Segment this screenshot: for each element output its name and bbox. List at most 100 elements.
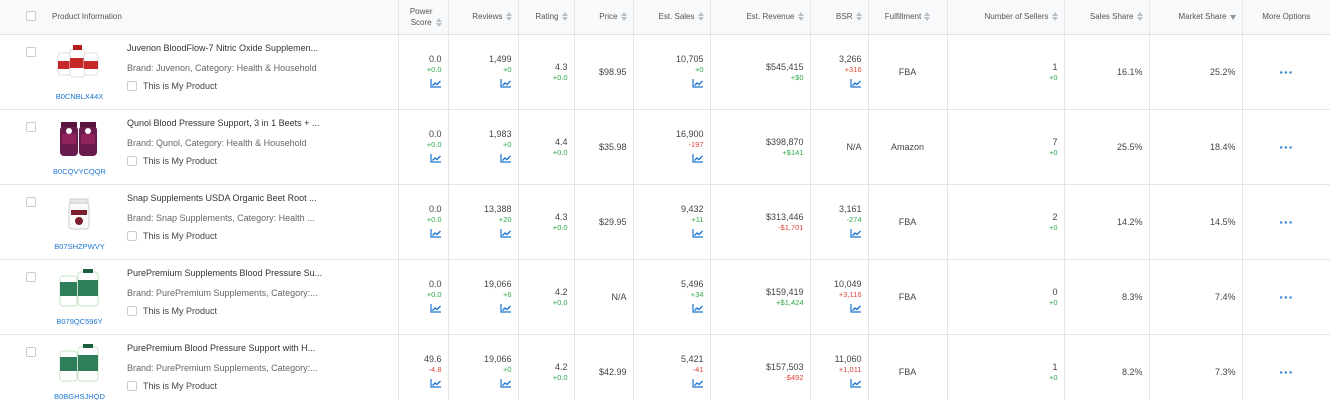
trend-chart-icon[interactable] <box>691 154 704 163</box>
power-score-value: 0.0 <box>428 129 442 139</box>
sort-icon[interactable] <box>561 12 568 22</box>
asin-link[interactable]: B07SHZPWVY <box>54 241 105 251</box>
more-options-icon[interactable]: ··· <box>1279 138 1294 155</box>
col-reviews[interactable]: Reviews <box>448 0 519 35</box>
my-product-checkbox[interactable] <box>127 155 137 166</box>
rating-delta: +0.0 <box>552 72 568 82</box>
row-checkbox[interactable] <box>26 346 36 357</box>
product-title[interactable]: Snap Supplements USDA Organic Beet Root … <box>127 192 317 203</box>
sellers-cell: 1 +0 <box>947 334 1065 400</box>
more-options-cell: ··· <box>1242 334 1330 400</box>
rating-cell: 4.2 +0.0 <box>518 259 575 334</box>
row-checkbox[interactable] <box>26 121 36 132</box>
est-sales-value: 9,432 <box>680 204 704 214</box>
col-est-revenue[interactable]: Est. Revenue <box>710 0 811 35</box>
trend-chart-icon[interactable] <box>499 154 512 163</box>
row-checkbox[interactable] <box>26 196 36 207</box>
trend-chart-icon[interactable] <box>849 379 862 388</box>
trend-chart-icon[interactable] <box>849 79 862 88</box>
green-bottles-icon[interactable] <box>56 268 102 314</box>
col-sales-share[interactable]: Sales Share <box>1064 0 1150 35</box>
my-product-toggle[interactable]: This is My Product <box>127 305 394 316</box>
bsr-delta: +316 <box>844 65 862 74</box>
my-product-toggle[interactable]: This is My Product <box>127 230 394 241</box>
product-title[interactable]: PurePremium Supplements Blood Pressure S… <box>127 267 323 278</box>
fulfillment-cell: Amazon <box>868 109 948 184</box>
sort-icon[interactable] <box>855 12 862 22</box>
red-white-bottles-icon[interactable] <box>56 43 102 89</box>
my-product-toggle[interactable]: This is My Product <box>127 380 394 391</box>
asin-link[interactable]: B079QC596Y <box>56 316 103 326</box>
product-title[interactable]: Qunol Blood Pressure Support, 3 in 1 Bee… <box>127 117 320 128</box>
power-score-cell: 0.0 +0.0 <box>398 259 449 334</box>
more-options-icon[interactable]: ··· <box>1279 363 1294 380</box>
col-rating[interactable]: Rating <box>518 0 575 35</box>
my-product-toggle[interactable]: This is My Product <box>127 80 394 91</box>
trend-chart-icon[interactable] <box>691 229 704 238</box>
product-title[interactable]: Juvenon BloodFlow-7 Nitric Oxide Supplem… <box>127 42 319 53</box>
sort-icon[interactable] <box>697 12 704 22</box>
sort-icon[interactable] <box>620 12 627 22</box>
trend-chart-icon[interactable] <box>429 154 442 163</box>
trend-chart-icon[interactable] <box>429 229 442 238</box>
trend-chart-icon[interactable] <box>429 304 442 313</box>
table-row: B07SHZPWVY Snap Supplements USDA Organic… <box>0 184 1330 259</box>
trend-chart-icon[interactable] <box>691 79 704 88</box>
white-jar-icon[interactable] <box>56 193 102 239</box>
more-options-icon[interactable]: ··· <box>1279 288 1294 305</box>
sort-icon[interactable] <box>1051 12 1058 22</box>
trend-chart-icon[interactable] <box>499 79 512 88</box>
col-number-of-sellers[interactable]: Number of Sellers <box>947 0 1065 35</box>
trend-chart-icon[interactable] <box>691 304 704 313</box>
my-product-label: This is My Product <box>143 155 218 166</box>
col-bsr[interactable]: BSR <box>810 0 869 35</box>
sort-icon[interactable] <box>435 18 442 28</box>
trend-chart-icon[interactable] <box>849 229 862 238</box>
trend-chart-icon[interactable] <box>691 379 704 388</box>
col-price[interactable]: Price <box>574 0 634 35</box>
sales-share-cell: 8.2% <box>1064 334 1150 400</box>
trend-chart-icon[interactable] <box>499 304 512 313</box>
trend-chart-icon[interactable] <box>429 79 442 88</box>
sort-icon[interactable] <box>797 12 804 22</box>
row-checkbox[interactable] <box>26 46 36 57</box>
my-product-checkbox[interactable] <box>127 80 137 91</box>
reviews-cell: 1,983 +0 <box>448 109 519 184</box>
my-product-checkbox[interactable] <box>127 380 137 391</box>
sort-icon[interactable] <box>924 12 931 22</box>
asin-link[interactable]: B0BGHSJHQD <box>54 391 105 400</box>
row-checkbox[interactable] <box>26 271 36 282</box>
trend-chart-icon[interactable] <box>499 229 512 238</box>
my-product-toggle[interactable]: This is My Product <box>127 155 394 166</box>
purple-gummy-jars-icon[interactable] <box>56 118 102 164</box>
col-fulfillment[interactable]: Fulfillment <box>868 0 948 35</box>
product-brand-category: Brand: PurePremium Supplements, Category… <box>127 287 318 298</box>
sort-icon[interactable] <box>505 12 512 22</box>
my-product-label: This is My Product <box>143 230 218 241</box>
trend-chart-icon[interactable] <box>849 304 862 313</box>
my-product-checkbox[interactable] <box>127 305 137 316</box>
est-revenue-delta: +$1,424 <box>776 297 804 307</box>
sort-desc-icon[interactable] <box>1229 14 1236 20</box>
product-cell: B0CQVYCQQR Qunol Blood Pressure Support,… <box>0 109 399 184</box>
reviews-cell: 13,388 +20 <box>448 184 519 259</box>
asin-link[interactable]: B0CQVYCQQR <box>53 166 106 176</box>
my-product-checkbox[interactable] <box>127 230 137 241</box>
col-est-sales[interactable]: Est. Sales <box>633 0 711 35</box>
trend-chart-icon[interactable] <box>429 379 442 388</box>
est-sales-value: 5,421 <box>680 354 704 364</box>
product-brand-category: Brand: Snap Supplements, Category: Healt… <box>127 212 315 223</box>
more-options-icon[interactable]: ··· <box>1279 213 1294 230</box>
power-score-cell: 0.0 +0.0 <box>398 109 449 184</box>
green-bottles-icon[interactable] <box>56 343 102 389</box>
asin-link[interactable]: B0CNBLX44X <box>55 91 104 101</box>
est-revenue-delta: -$1,701 <box>778 222 804 232</box>
product-title[interactable]: PurePremium Blood Pressure Support with … <box>127 342 316 353</box>
trend-chart-icon[interactable] <box>499 379 512 388</box>
col-product-info[interactable]: Product Information <box>0 0 399 35</box>
col-power-score[interactable]: Power Score <box>398 0 449 35</box>
more-options-icon[interactable]: ··· <box>1279 63 1294 80</box>
col-market-share[interactable]: Market Share <box>1149 0 1243 35</box>
sort-icon[interactable] <box>1136 12 1143 22</box>
select-all-checkbox[interactable] <box>26 11 36 21</box>
